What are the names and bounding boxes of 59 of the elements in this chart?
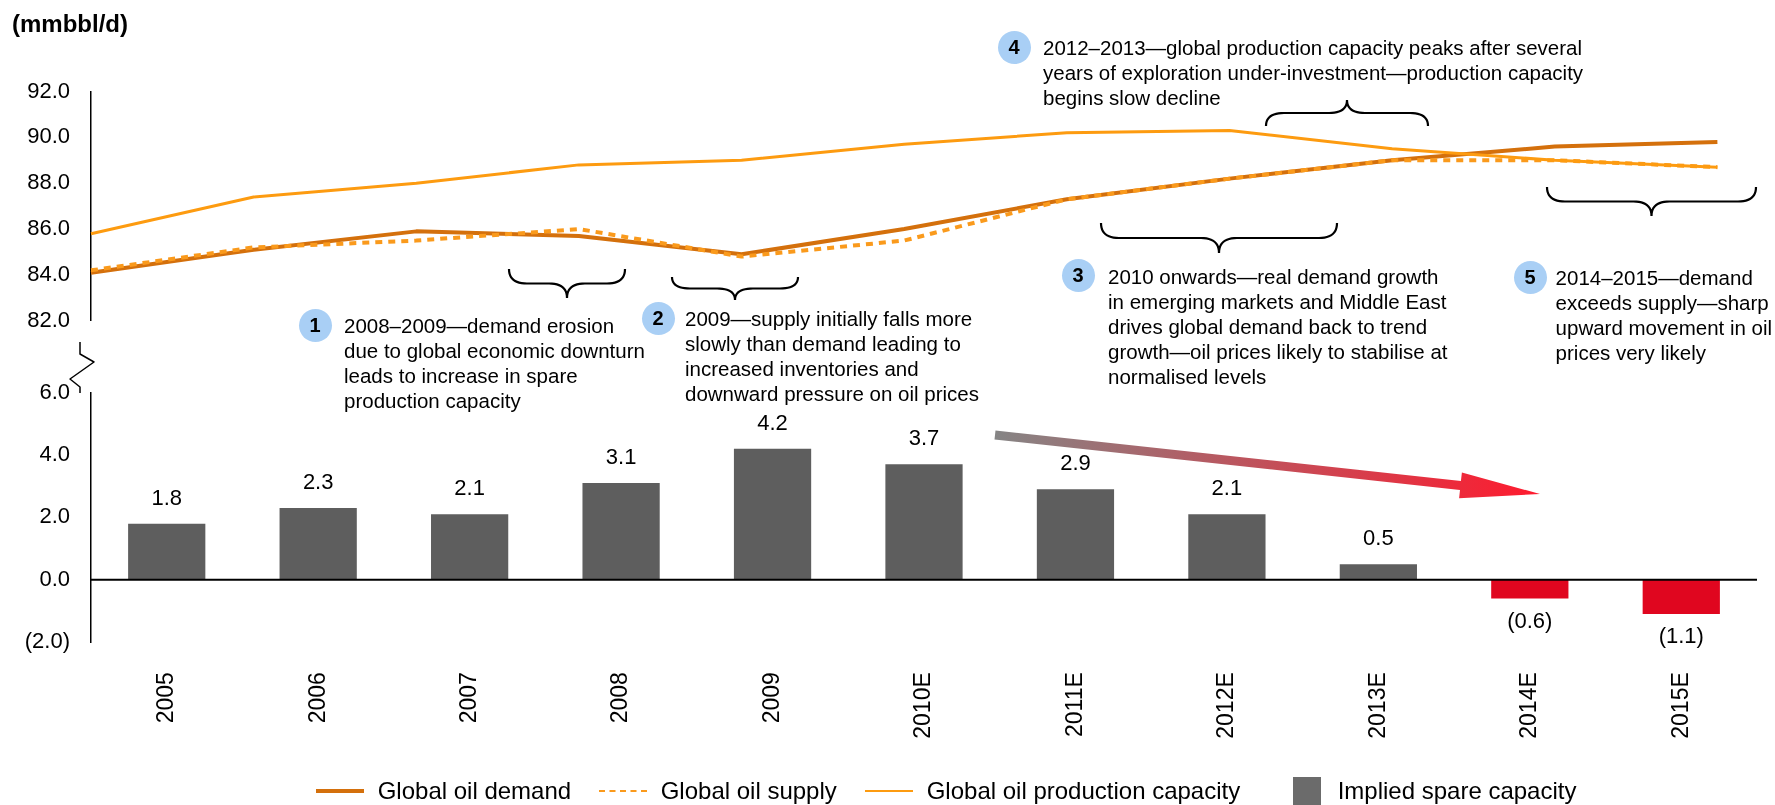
x-tick-label: 2005 xyxy=(152,672,179,724)
x-tick-label: 2015E xyxy=(1666,672,1693,739)
bar xyxy=(128,523,206,580)
annotation: 2009—supply initially falls more slowly than demand leading to increased inventories and downward pressure on oil prices xyxy=(685,306,980,406)
y-tick-label: (2.0) xyxy=(24,628,70,654)
y-tick-label: 92.0 xyxy=(27,77,70,103)
data-label: 2.1 xyxy=(454,475,485,501)
data-label: (1.1) xyxy=(1658,623,1704,649)
data-label: 4.2 xyxy=(757,409,788,435)
bar xyxy=(1188,514,1266,580)
legend-label: Implied spare capacity xyxy=(1337,777,1577,805)
y-tick-label: 0.0 xyxy=(39,565,70,591)
data-label: 2.3 xyxy=(302,469,334,495)
bar xyxy=(431,514,509,580)
y-tick-label: 84.0 xyxy=(27,261,70,286)
x-tick-label: 2008 xyxy=(606,672,633,724)
annotation: 2008–2009—demand erosion due to global economic downturn leads to increase in spare production capacity xyxy=(344,312,646,413)
annotation: 2012–2013—global production capacity peaks after several years of exploration under-investment—production capacity begins slow decline xyxy=(1043,34,1585,110)
x-tick-label: 2012E xyxy=(1212,672,1239,739)
y-tick-label: 6.0 xyxy=(39,378,70,404)
data-label: 3.1 xyxy=(605,444,637,470)
y-tick-label: 88.0 xyxy=(27,169,70,195)
y-tick-label: 4.0 xyxy=(39,441,70,467)
legend-label: Global oil production capacity xyxy=(926,777,1241,805)
legend-label: Global oil demand xyxy=(377,777,572,805)
x-tick-label: 2007 xyxy=(454,672,481,724)
y-tick-label: 82.0 xyxy=(27,306,70,332)
y-tick-label: 90.0 xyxy=(27,123,70,149)
bar xyxy=(1339,564,1417,580)
x-tick-label: 2010E xyxy=(909,672,936,739)
annotation: 5 xyxy=(1524,265,1536,289)
annotation: 2 xyxy=(652,306,664,330)
y-axis-title: (mmbbl/d) xyxy=(12,9,128,37)
x-tick-label: 2009 xyxy=(757,672,784,724)
x-tick-label: 2011E xyxy=(1060,672,1087,738)
data-label: (0.6) xyxy=(1507,607,1553,633)
bar xyxy=(279,508,357,580)
bar xyxy=(733,448,812,580)
data-label: 2.9 xyxy=(1060,450,1091,476)
bar xyxy=(1491,579,1569,599)
annotation: 1 xyxy=(309,313,321,337)
data-label: 1.8 xyxy=(151,484,183,510)
text: 4 xyxy=(1008,35,1020,59)
bar xyxy=(582,483,660,580)
annotation: 3 xyxy=(1072,263,1084,287)
data-label: 3.7 xyxy=(908,425,940,451)
bar xyxy=(885,464,963,580)
x-tick-label: 2006 xyxy=(303,672,330,724)
x-tick-label: 2013E xyxy=(1363,672,1390,739)
y-tick-label: 86.0 xyxy=(27,215,70,241)
bar xyxy=(1642,579,1720,615)
bar xyxy=(1036,489,1115,580)
annotation: 2010 onwards—real demand growth in emerging markets and Middle East drives global demand back to trend growth—oil prices likely to stabilise at normalised levels xyxy=(1108,263,1449,389)
annotation: 2014–2015—demand exceeds supply—sharp upward movement in oil prices very likely xyxy=(1555,264,1774,365)
x-tick-label: 2014E xyxy=(1515,672,1542,739)
data-label: 2.1 xyxy=(1211,475,1243,501)
data-label: 0.5 xyxy=(1363,525,1394,551)
y-tick-label: 2.0 xyxy=(39,503,70,529)
legend-label: Global oil supply xyxy=(660,777,837,805)
